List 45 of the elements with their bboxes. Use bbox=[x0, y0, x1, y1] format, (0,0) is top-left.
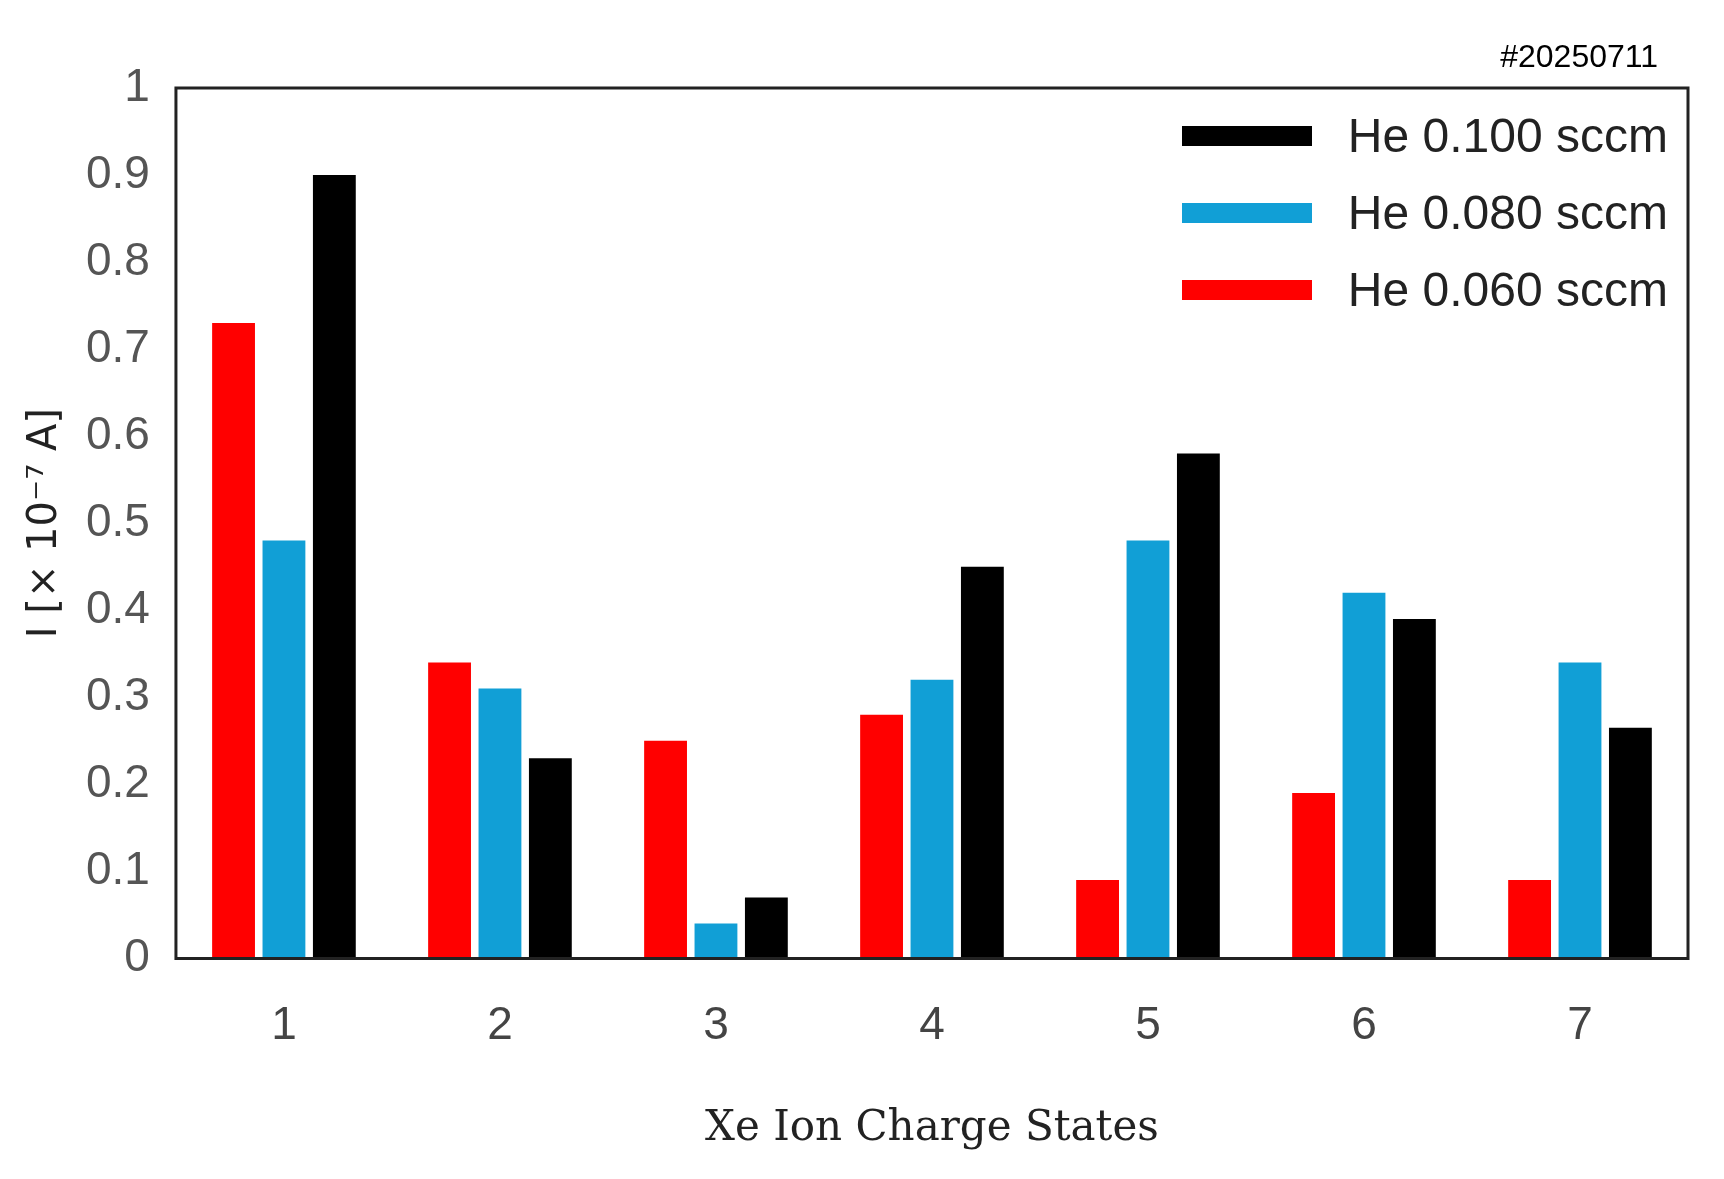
text: #20250711 bbox=[1500, 38, 1658, 75]
bar bbox=[1292, 793, 1336, 959]
x-axis-title: Xe Ion Charge States bbox=[705, 1100, 1159, 1150]
bar bbox=[262, 540, 306, 959]
y-axis-title: I [× 10⁻⁷ A] bbox=[19, 408, 66, 639]
y-tick-label: 0.1 bbox=[85, 842, 150, 895]
legend-label: He 0.060 sccm bbox=[1347, 262, 1668, 317]
bar bbox=[910, 679, 954, 959]
y-tick-label: 0.5 bbox=[85, 493, 150, 546]
x-tick-label: 4 bbox=[919, 996, 945, 1049]
y-tick-label: 0.6 bbox=[85, 406, 150, 459]
bar bbox=[478, 688, 522, 959]
bar bbox=[960, 566, 1004, 959]
legend-label: He 0.080 sccm bbox=[1347, 185, 1668, 240]
y-tick-label: 1 bbox=[124, 58, 150, 111]
x-tick-label: 3 bbox=[703, 996, 729, 1049]
x-tick-label: 5 bbox=[1135, 996, 1161, 1049]
x-tick-label: 7 bbox=[1567, 996, 1593, 1049]
y-tick-label: 0.9 bbox=[85, 145, 150, 198]
bar bbox=[1558, 662, 1602, 959]
legend-label: He 0.100 sccm bbox=[1347, 108, 1668, 163]
y-tick-label: 0.4 bbox=[85, 580, 150, 633]
bar bbox=[644, 740, 687, 959]
bar bbox=[428, 662, 471, 959]
bar bbox=[212, 323, 255, 959]
y-tick-label: 0.7 bbox=[85, 319, 150, 372]
y-tick-label: 0.2 bbox=[85, 755, 150, 808]
bar bbox=[1342, 592, 1386, 959]
bar bbox=[1508, 880, 1552, 959]
x-tick-label: 6 bbox=[1351, 996, 1377, 1049]
y-tick-label: 0.3 bbox=[85, 667, 150, 720]
bar bbox=[528, 758, 572, 959]
bar bbox=[1608, 727, 1652, 959]
y-tick-label: 0.8 bbox=[85, 232, 150, 285]
bar bbox=[744, 897, 788, 959]
bar bbox=[860, 714, 903, 959]
x-tick-label: 2 bbox=[487, 996, 513, 1049]
x-tick-label: 1 bbox=[271, 996, 297, 1049]
bar bbox=[312, 175, 356, 959]
y-tick-label: 0 bbox=[124, 929, 150, 982]
bar bbox=[1076, 880, 1119, 959]
bar bbox=[1126, 540, 1170, 959]
bar bbox=[1176, 453, 1220, 959]
bar bbox=[694, 923, 738, 959]
bar bbox=[1392, 618, 1436, 959]
